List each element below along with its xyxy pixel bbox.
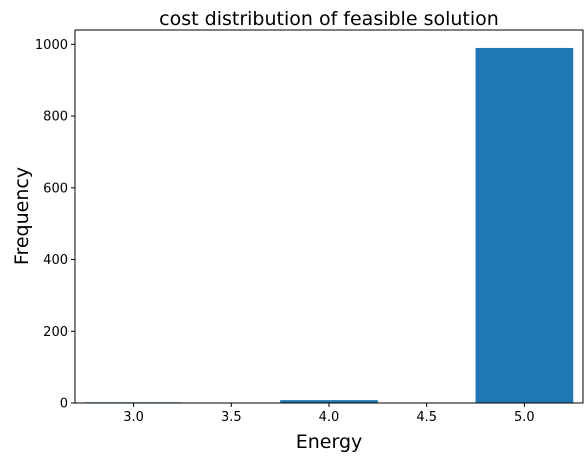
y-tick-label: 200 [43, 325, 68, 340]
x-tick-label: 4.0 [319, 410, 340, 425]
y-tick-label: 600 [43, 181, 68, 196]
y-axis-ticks: 0 200 400 600 800 1000 [35, 38, 75, 412]
chart-title: cost distribution of feasible solution [159, 8, 499, 30]
x-axis-label: Energy [296, 431, 363, 453]
x-tick-label: 5.0 [514, 410, 535, 425]
y-tick-label: 800 [43, 110, 68, 125]
x-tick-label: 3.0 [123, 410, 144, 425]
x-tick-label: 3.5 [221, 410, 242, 425]
y-tick-label: 400 [43, 253, 68, 268]
x-tick-label: 4.5 [416, 410, 437, 425]
bars-group [84, 47, 574, 404]
bar-5.0 [475, 47, 574, 404]
y-tick-label: 0 [60, 397, 68, 412]
y-axis-label: Frequency [11, 167, 33, 265]
x-axis-ticks: 3.0 3.5 4.0 4.5 5.0 [123, 403, 535, 425]
plot-frame [74, 29, 584, 404]
y-tick-label: 1000 [35, 38, 68, 53]
bar-4.0 [280, 400, 378, 403]
